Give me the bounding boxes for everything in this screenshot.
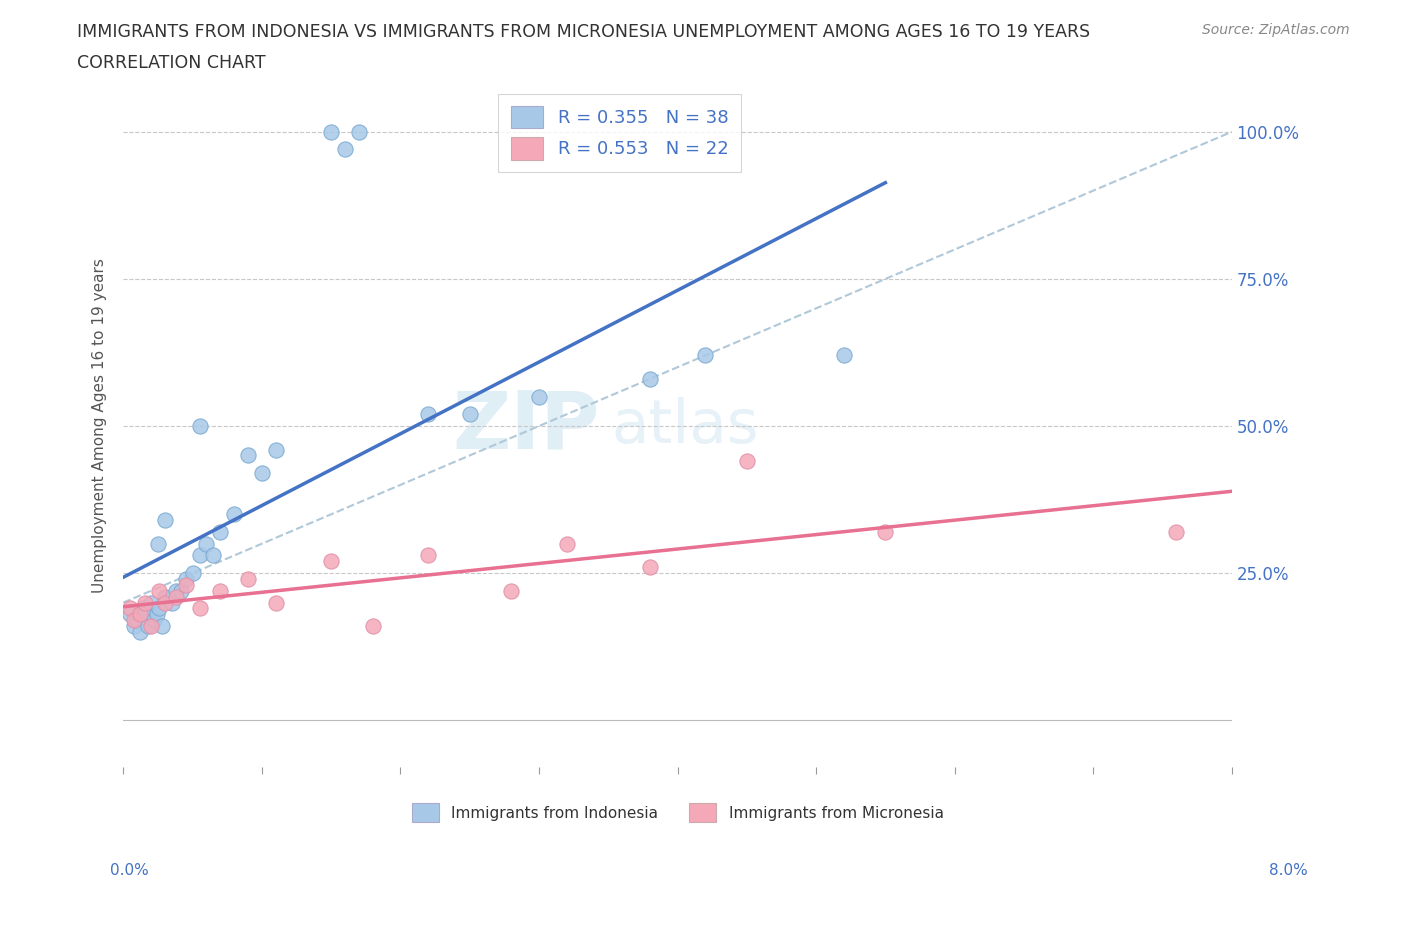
Point xyxy=(735,454,758,469)
Legend: Immigrants from Indonesia, Immigrants from Micronesia: Immigrants from Indonesia, Immigrants fr… xyxy=(405,797,949,828)
Point xyxy=(146,537,169,551)
Point xyxy=(153,595,176,610)
Point xyxy=(361,618,384,633)
Point xyxy=(124,618,146,633)
Point xyxy=(160,595,183,610)
Point xyxy=(174,578,197,592)
Point xyxy=(150,618,173,633)
Point xyxy=(209,525,232,539)
Point xyxy=(224,507,246,522)
Point xyxy=(416,406,439,421)
Point xyxy=(120,607,142,622)
Point xyxy=(236,448,259,463)
Text: IMMIGRANTS FROM INDONESIA VS IMMIGRANTS FROM MICRONESIA UNEMPLOYMENT AMONG AGES : IMMIGRANTS FROM INDONESIA VS IMMIGRANTS … xyxy=(77,23,1091,41)
Point xyxy=(129,625,152,640)
Point xyxy=(264,442,287,457)
Text: CORRELATION CHART: CORRELATION CHART xyxy=(77,54,266,72)
Point xyxy=(209,583,232,598)
Point xyxy=(695,348,717,363)
Point xyxy=(1166,525,1188,539)
Point xyxy=(148,583,170,598)
Point xyxy=(347,125,370,140)
Text: Source: ZipAtlas.com: Source: ZipAtlas.com xyxy=(1202,23,1350,37)
Point xyxy=(501,583,523,598)
Point xyxy=(134,607,156,622)
Point xyxy=(638,371,661,386)
Point xyxy=(136,618,159,633)
Point xyxy=(188,548,211,563)
Text: ZIP: ZIP xyxy=(453,387,600,465)
Point xyxy=(458,406,481,421)
Point xyxy=(131,601,153,616)
Point xyxy=(127,613,149,628)
Point xyxy=(832,348,855,363)
Point xyxy=(188,418,211,433)
Text: 0.0%: 0.0% xyxy=(110,863,149,878)
Point xyxy=(134,595,156,610)
Text: atlas: atlas xyxy=(612,396,758,456)
Point xyxy=(875,525,897,539)
Point xyxy=(139,595,162,610)
Point xyxy=(142,613,165,628)
Point xyxy=(236,572,259,587)
Point xyxy=(120,601,142,616)
Point xyxy=(165,590,187,604)
Point xyxy=(202,548,225,563)
Point xyxy=(129,607,152,622)
Point xyxy=(416,548,439,563)
Point xyxy=(174,572,197,587)
Point xyxy=(139,618,162,633)
Point xyxy=(321,554,343,569)
Point xyxy=(264,595,287,610)
Point xyxy=(165,583,187,598)
Point xyxy=(153,512,176,527)
Text: 8.0%: 8.0% xyxy=(1268,863,1308,878)
Point xyxy=(145,607,167,622)
Point xyxy=(555,537,578,551)
Y-axis label: Unemployment Among Ages 16 to 19 years: Unemployment Among Ages 16 to 19 years xyxy=(93,259,107,593)
Point xyxy=(188,601,211,616)
Point xyxy=(153,590,176,604)
Point xyxy=(124,613,146,628)
Point xyxy=(527,389,550,404)
Point xyxy=(195,537,218,551)
Point xyxy=(250,466,273,481)
Point xyxy=(638,560,661,575)
Point xyxy=(321,125,343,140)
Point xyxy=(333,142,356,157)
Point xyxy=(148,601,170,616)
Point xyxy=(170,583,193,598)
Point xyxy=(181,565,204,580)
